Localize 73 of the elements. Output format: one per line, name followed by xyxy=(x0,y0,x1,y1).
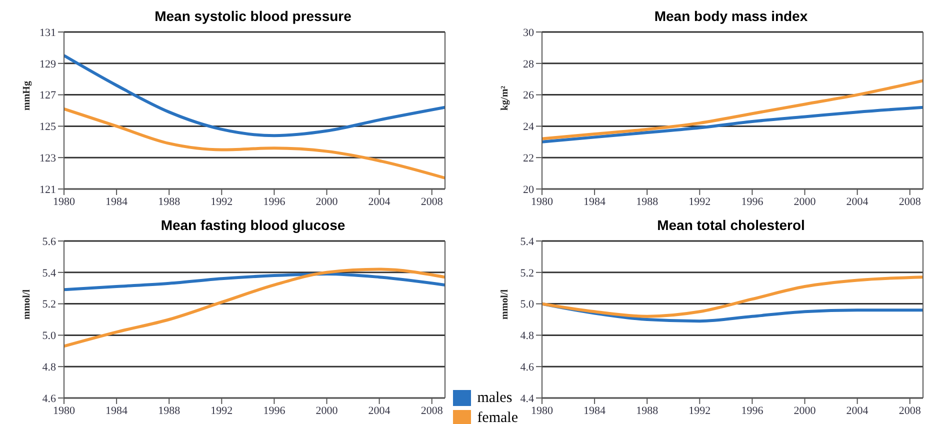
x-tick-label: 2000 xyxy=(316,404,338,417)
y-axis-title: mmol/l xyxy=(500,289,511,320)
x-tick-label: 2008 xyxy=(898,404,922,417)
x-tick-label: 2004 xyxy=(846,196,869,208)
line-series xyxy=(542,79,923,140)
y-tick-label: 127 xyxy=(40,90,56,102)
y-tick-label: 24 xyxy=(523,121,534,134)
x-tick-label: 2004 xyxy=(846,404,869,417)
y-tick-label: 129 xyxy=(40,58,56,70)
x-tick-label: 1992 xyxy=(210,196,233,208)
x-tick-label: 1996 xyxy=(741,196,764,208)
chart-title: Mean total cholesterol xyxy=(656,217,806,235)
y-tick-label: 5.2 xyxy=(42,298,56,311)
x-tick-label: 1980 xyxy=(53,404,76,417)
x-tick-label: 1992 xyxy=(688,196,711,208)
x-tick-label: 1988 xyxy=(158,404,181,417)
y-axis-title: mmol/l xyxy=(22,289,33,320)
x-tick-label: 2000 xyxy=(794,196,816,208)
y-tick-label: 5.4 xyxy=(520,236,534,248)
chart-title: Mean fasting blood glucose xyxy=(160,217,346,235)
y-tick-label: 4.8 xyxy=(520,330,534,342)
x-tick-label: 2004 xyxy=(368,196,391,208)
x-tick-label: 2008 xyxy=(420,196,444,208)
x-tick-label: 1988 xyxy=(636,404,659,417)
x-tick-label: 1996 xyxy=(263,404,286,417)
y-axis-title: kg/m² xyxy=(500,86,511,110)
y-tick-label: 4.4 xyxy=(520,392,534,405)
y-tick-label: 123 xyxy=(40,152,56,165)
y-tick-label: 5.6 xyxy=(42,236,56,248)
x-tick-label: 2000 xyxy=(316,196,338,208)
x-tick-label: 1992 xyxy=(210,404,233,417)
chart-title: Mean systolic blood pressure xyxy=(154,8,352,26)
line-series xyxy=(542,276,923,318)
y-tick-label: 121 xyxy=(40,184,56,196)
y-tick-label: 28 xyxy=(523,58,534,70)
x-tick-label: 1984 xyxy=(106,196,128,208)
line-series xyxy=(64,268,445,348)
x-tick-label: 1996 xyxy=(263,196,286,208)
y-tick-label: 5.0 xyxy=(42,330,56,342)
y-tick-label: 22 xyxy=(523,152,534,165)
legend-label: female xyxy=(477,409,518,424)
x-tick-label: 2004 xyxy=(368,404,391,417)
x-tick-label: 1984 xyxy=(584,404,606,417)
y-tick-label: 5.0 xyxy=(520,298,534,311)
line-series xyxy=(64,272,445,292)
x-tick-label: 1984 xyxy=(584,196,606,208)
y-tick-label: 20 xyxy=(523,184,534,196)
x-tick-label: 1996 xyxy=(741,404,764,417)
y-tick-label: 5.4 xyxy=(42,267,56,280)
y-tick-label: 26 xyxy=(523,90,534,102)
x-tick-label: 1988 xyxy=(636,196,659,208)
x-tick-label: 2008 xyxy=(898,196,922,208)
x-tick-label: 1984 xyxy=(106,404,128,417)
y-tick-label: 4.6 xyxy=(42,392,56,405)
y-tick-label: 125 xyxy=(40,121,56,134)
y-tick-label: 4.6 xyxy=(520,362,534,374)
y-axis-title: mmHg xyxy=(22,81,33,110)
y-tick-label: 131 xyxy=(40,26,56,39)
legend-label: males xyxy=(477,389,512,408)
x-tick-label: 2008 xyxy=(420,404,444,417)
x-tick-label: 1992 xyxy=(688,404,711,417)
y-tick-label: 5.2 xyxy=(520,267,534,280)
line-series xyxy=(64,54,445,138)
line-series xyxy=(64,107,445,180)
x-tick-label: 1980 xyxy=(531,404,554,417)
y-tick-label: 4.8 xyxy=(42,362,56,374)
x-tick-label: 1988 xyxy=(158,196,181,208)
x-tick-label: 1980 xyxy=(531,196,554,208)
x-tick-label: 2000 xyxy=(794,404,816,417)
y-tick-label: 30 xyxy=(523,26,534,39)
x-tick-label: 1980 xyxy=(53,196,76,208)
chart-title: Mean body mass index xyxy=(653,8,809,26)
line-series xyxy=(542,106,923,144)
